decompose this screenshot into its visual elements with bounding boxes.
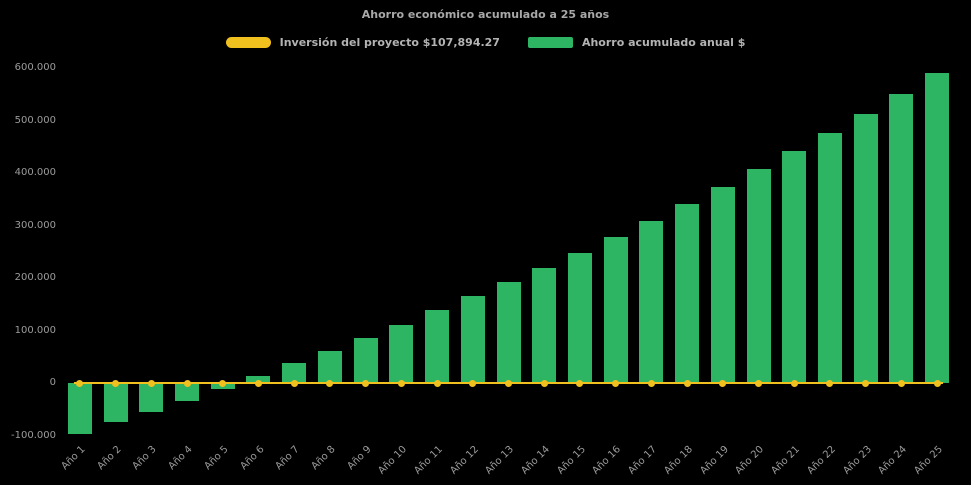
investment-marker[interactable] xyxy=(933,379,941,387)
y-axis-tick-label: -100.000 xyxy=(11,430,56,441)
legend-item-savings[interactable]: Ahorro acumulado anual $ xyxy=(527,36,746,49)
savings-legend-label: Ahorro acumulado anual $ xyxy=(581,36,746,49)
savings-bar[interactable] xyxy=(282,363,307,384)
investment-marker[interactable] xyxy=(505,379,512,387)
investment-marker[interactable] xyxy=(576,379,584,387)
investment-marker[interactable] xyxy=(755,379,763,387)
savings-bar[interactable] xyxy=(710,186,735,384)
savings-bar[interactable] xyxy=(139,383,164,412)
x-axis-category-label: Año 4 xyxy=(166,444,195,473)
x-axis-category-label: Año 1 xyxy=(59,444,88,473)
x-axis-category-label: Año 19 xyxy=(697,444,731,477)
investment-marker[interactable] xyxy=(790,379,798,387)
x-axis-category-label: Año 17 xyxy=(626,444,660,477)
x-axis-category-label: Año 3 xyxy=(130,444,160,473)
x-axis-category-label: Año 22 xyxy=(805,444,838,477)
investment-marker[interactable] xyxy=(862,379,870,387)
x-axis-category-label: Año 7 xyxy=(273,444,302,473)
savings-bar[interactable] xyxy=(425,310,450,384)
legend-item-investment[interactable]: Inversión del proyecto $107,894.27 xyxy=(225,36,500,49)
investment-marker[interactable] xyxy=(612,379,620,387)
x-axis-category-label: Año 9 xyxy=(345,444,374,473)
investment-marker[interactable] xyxy=(254,379,262,387)
savings-bar[interactable] xyxy=(853,113,878,384)
y-axis-tick-label: 400.000 xyxy=(14,167,56,179)
x-axis-category-label: Año 6 xyxy=(238,444,267,473)
y-axis-tick-label: 600.000 xyxy=(14,62,56,73)
savings-bar[interactable] xyxy=(639,220,664,384)
savings-bar[interactable] xyxy=(567,253,592,384)
chart-title: Ahorro económico acumulado a 25 años xyxy=(361,8,610,21)
savings-swatch-icon xyxy=(527,37,573,48)
investment-marker[interactable] xyxy=(719,379,727,387)
x-axis-category-label: Año 10 xyxy=(376,444,410,477)
savings-bar[interactable] xyxy=(675,204,700,384)
y-axis-tick-label: 100.000 xyxy=(14,324,56,336)
investment-marker[interactable] xyxy=(147,379,155,387)
savings-bar[interactable] xyxy=(603,237,628,384)
x-axis-category-label: Año 12 xyxy=(447,444,481,477)
savings-bar[interactable] xyxy=(532,268,557,384)
investment-marker[interactable] xyxy=(112,379,120,387)
savings-bar[interactable] xyxy=(460,296,485,384)
investment-swatch-icon xyxy=(225,37,271,48)
savings-bar[interactable] xyxy=(746,169,771,384)
savings-bar[interactable] xyxy=(103,383,128,422)
savings-bar[interactable] xyxy=(925,73,950,384)
investment-marker[interactable] xyxy=(826,379,834,387)
investment-marker[interactable] xyxy=(290,379,298,387)
investment-marker[interactable] xyxy=(540,379,548,387)
savings-bar[interactable] xyxy=(389,324,414,384)
savings-bar[interactable] xyxy=(782,151,807,384)
x-axis-category-label: Año 2 xyxy=(95,444,124,473)
x-axis-category-label: Año 15 xyxy=(555,444,588,477)
savings-bar[interactable] xyxy=(496,282,521,384)
savings-bar[interactable] xyxy=(67,383,92,434)
x-axis-category-label: Año 14 xyxy=(519,444,553,477)
investment-marker[interactable] xyxy=(647,379,655,387)
x-axis-category-label: Año 13 xyxy=(483,444,517,477)
x-axis-category-label: Año 25 xyxy=(912,444,945,477)
investment-marker[interactable] xyxy=(397,379,405,387)
x-axis-category-label: Año 8 xyxy=(309,444,338,473)
investment-marker[interactable] xyxy=(469,379,477,387)
investment-marker[interactable] xyxy=(76,379,84,387)
savings-bar[interactable] xyxy=(817,132,842,384)
y-axis-tick-label: 500.000 xyxy=(14,114,56,126)
legend: Inversión del proyecto $107,894.27 Ahorr… xyxy=(0,36,971,49)
x-axis-category-label: Año 11 xyxy=(412,444,445,477)
investment-marker[interactable] xyxy=(683,379,691,387)
savings-bar[interactable] xyxy=(175,383,200,401)
x-axis-category-label: Año 20 xyxy=(733,444,767,477)
y-axis-tick-label: 0 xyxy=(49,377,56,389)
y-axis-tick-label: 300.000 xyxy=(14,219,56,231)
savings-bar[interactable] xyxy=(889,93,914,384)
savings-bar[interactable] xyxy=(353,337,378,384)
x-axis-category-label: Año 21 xyxy=(769,444,803,477)
investment-marker[interactable] xyxy=(433,379,441,387)
x-axis-category-label: Año 16 xyxy=(590,444,624,477)
x-axis-category-label: Año 24 xyxy=(876,444,910,477)
y-axis-tick-label: 200.000 xyxy=(14,272,56,284)
investment-marker[interactable] xyxy=(326,379,334,387)
savings-bar[interactable] xyxy=(317,350,342,384)
x-axis-category-label: Año 23 xyxy=(840,444,874,477)
investment-marker[interactable] xyxy=(183,379,191,387)
investment-legend-label: Inversión del proyecto $107,894.27 xyxy=(279,36,500,49)
investment-marker[interactable] xyxy=(219,379,227,387)
x-axis-category-label: Año 18 xyxy=(662,444,695,477)
investment-marker[interactable] xyxy=(362,379,370,387)
investment-marker[interactable] xyxy=(897,379,905,387)
x-axis-category-label: Año 5 xyxy=(202,444,231,473)
savings-bar[interactable] xyxy=(246,375,271,384)
